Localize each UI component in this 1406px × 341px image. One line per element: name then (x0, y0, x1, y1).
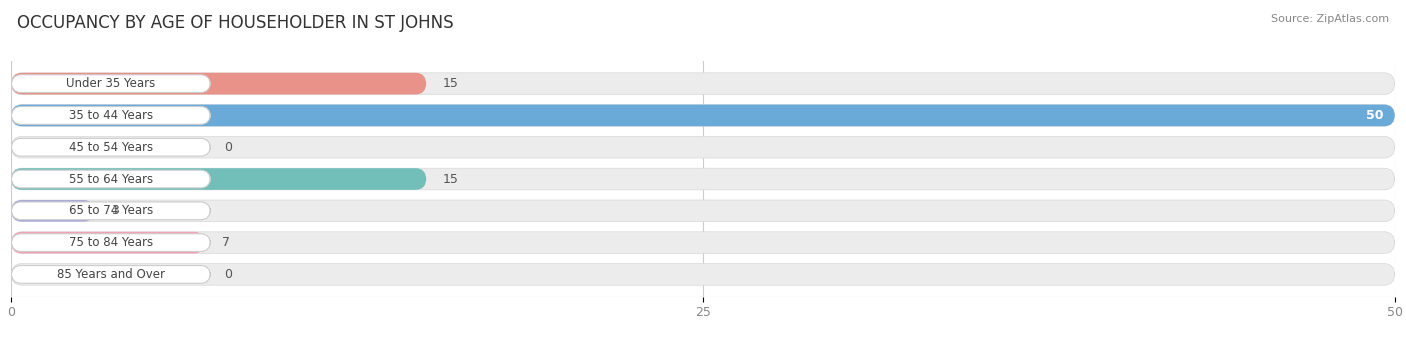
Text: Under 35 Years: Under 35 Years (66, 77, 156, 90)
Text: 3: 3 (111, 204, 118, 217)
FancyBboxPatch shape (11, 168, 426, 190)
FancyBboxPatch shape (11, 136, 1395, 158)
Text: 75 to 84 Years: 75 to 84 Years (69, 236, 153, 249)
FancyBboxPatch shape (11, 73, 1395, 94)
FancyBboxPatch shape (11, 170, 211, 188)
Text: 85 Years and Over: 85 Years and Over (56, 268, 165, 281)
FancyBboxPatch shape (11, 202, 211, 220)
FancyBboxPatch shape (11, 107, 211, 124)
FancyBboxPatch shape (11, 200, 1395, 222)
FancyBboxPatch shape (11, 234, 211, 251)
FancyBboxPatch shape (11, 232, 205, 253)
Text: 15: 15 (443, 173, 458, 186)
Text: 45 to 54 Years: 45 to 54 Years (69, 141, 153, 154)
Text: 0: 0 (225, 268, 232, 281)
FancyBboxPatch shape (11, 138, 211, 156)
FancyBboxPatch shape (11, 73, 426, 94)
FancyBboxPatch shape (11, 200, 94, 222)
Text: Source: ZipAtlas.com: Source: ZipAtlas.com (1271, 14, 1389, 24)
Text: 50: 50 (1367, 109, 1384, 122)
Text: 15: 15 (443, 77, 458, 90)
FancyBboxPatch shape (11, 75, 211, 92)
FancyBboxPatch shape (11, 266, 211, 283)
FancyBboxPatch shape (11, 168, 1395, 190)
Text: 7: 7 (222, 236, 229, 249)
Text: 55 to 64 Years: 55 to 64 Years (69, 173, 153, 186)
Text: 0: 0 (225, 141, 232, 154)
Text: OCCUPANCY BY AGE OF HOUSEHOLDER IN ST JOHNS: OCCUPANCY BY AGE OF HOUSEHOLDER IN ST JO… (17, 14, 454, 32)
FancyBboxPatch shape (11, 264, 1395, 285)
FancyBboxPatch shape (11, 105, 1395, 126)
Text: 35 to 44 Years: 35 to 44 Years (69, 109, 153, 122)
Text: 65 to 74 Years: 65 to 74 Years (69, 204, 153, 217)
FancyBboxPatch shape (11, 232, 1395, 253)
FancyBboxPatch shape (11, 105, 1395, 126)
